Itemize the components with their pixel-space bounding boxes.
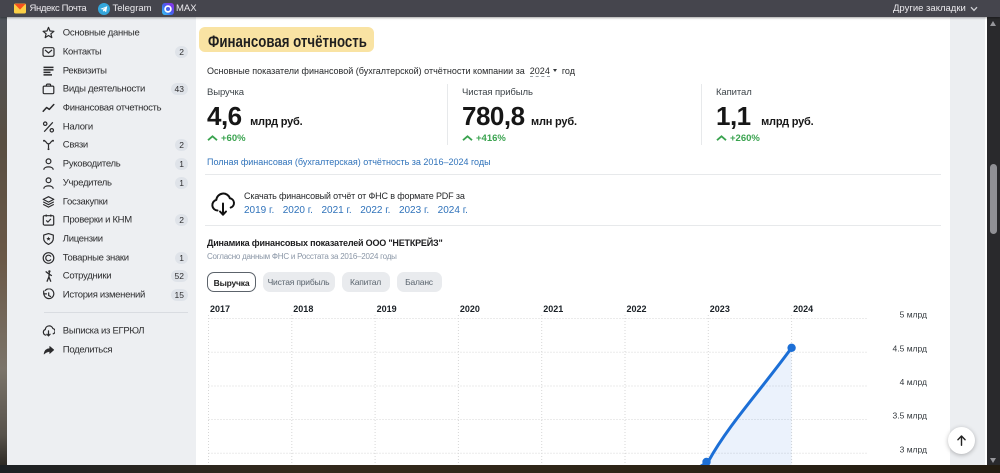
svg-text:3 млрд: 3 млрд [900, 444, 927, 454]
svg-text:3.5 млрд: 3.5 млрд [893, 411, 928, 421]
svg-text:2023: 2023 [710, 304, 730, 314]
svg-text:5 млрд: 5 млрд [900, 310, 927, 320]
svg-text:2017: 2017 [210, 304, 230, 314]
svg-text:2019: 2019 [377, 304, 397, 314]
svg-text:2021: 2021 [543, 304, 563, 314]
svg-text:2018: 2018 [293, 304, 313, 314]
svg-text:2022: 2022 [627, 304, 647, 314]
svg-text:2020: 2020 [460, 304, 480, 314]
svg-text:2024: 2024 [793, 304, 813, 314]
svg-text:4.5 млрд: 4.5 млрд [893, 343, 928, 353]
svg-text:4 млрд: 4 млрд [900, 377, 927, 387]
